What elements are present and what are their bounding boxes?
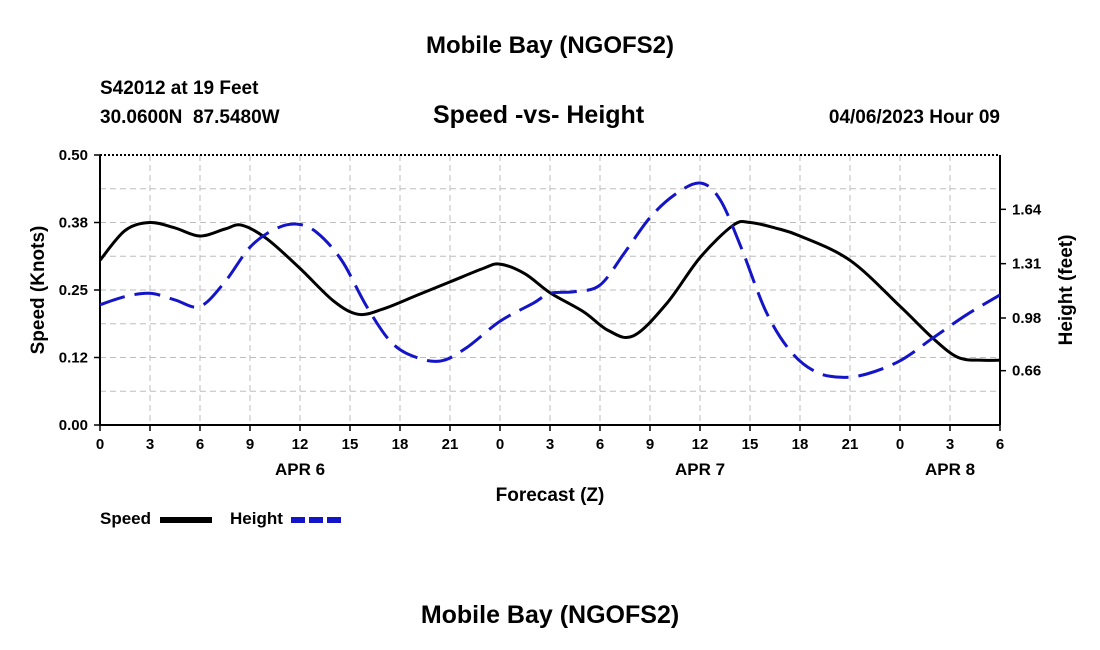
x-tick-label: 0 (896, 436, 904, 453)
x-tick-label: 15 (342, 436, 359, 453)
station-label: S42012 at 19 Feet (100, 78, 259, 99)
legend-height-label: Height (230, 509, 283, 528)
y-left-tick-label: 0.00 (59, 417, 88, 434)
date-label: APR 8 (925, 460, 975, 479)
x-axis-title: Forecast (Z) (496, 485, 605, 506)
x-tick-label: 0 (96, 436, 104, 453)
x-tick-label: 0 (496, 436, 504, 453)
y-right-tick-label: 0.66 (1012, 363, 1041, 380)
legend-speed-swatch (160, 517, 212, 523)
legend-speed-label: Speed (100, 509, 152, 528)
x-tick-label: 6 (596, 436, 604, 453)
x-tick-label: 9 (246, 436, 254, 453)
y-right-tick-label: 1.64 (1012, 201, 1042, 218)
y-left-tick-label: 0.38 (59, 215, 88, 232)
x-tick-label: 12 (292, 436, 309, 453)
x-tick-label: 18 (392, 436, 409, 453)
x-tick-label: 18 (792, 436, 809, 453)
y-right-tick-label: 1.31 (1012, 256, 1041, 273)
x-tick-label: 9 (646, 436, 654, 453)
x-tick-label: 6 (996, 436, 1004, 453)
chart-subtitle: Speed -vs- Height (433, 101, 645, 129)
footer-title: Mobile Bay (NGOFS2) (420, 601, 680, 629)
x-tick-label: 21 (842, 436, 859, 453)
date-label: APR 7 (675, 460, 725, 479)
y-left-tick-label: 0.12 (59, 350, 88, 367)
legend-height-swatch (291, 517, 343, 523)
coordinates-label: 30.0600N 87.5480W (100, 107, 280, 128)
x-tick-label: 6 (196, 436, 204, 453)
x-tick-label: 3 (146, 436, 154, 453)
x-tick-label: 3 (946, 436, 954, 453)
y-left-tick-label: 0.50 (59, 147, 88, 164)
x-tick-label: 15 (742, 436, 759, 453)
y-right-tick-label: 0.98 (1012, 310, 1041, 327)
x-tick-label: 3 (546, 436, 554, 453)
date-label: APR 6 (275, 460, 325, 479)
chart-title: Mobile Bay (NGOFS2) (425, 32, 675, 59)
datetime-label: 04/06/2023 Hour 09 (828, 107, 1000, 128)
series-line-speed (98, 219, 1001, 362)
y-left-tick-label: 0.25 (59, 282, 88, 299)
y-right-axis-title: Height (feet) (1056, 235, 1077, 346)
x-tick-label: 21 (442, 436, 459, 453)
y-left-axis-title: Speed (Knots) (28, 226, 49, 355)
x-tick-label: 12 (692, 436, 709, 453)
